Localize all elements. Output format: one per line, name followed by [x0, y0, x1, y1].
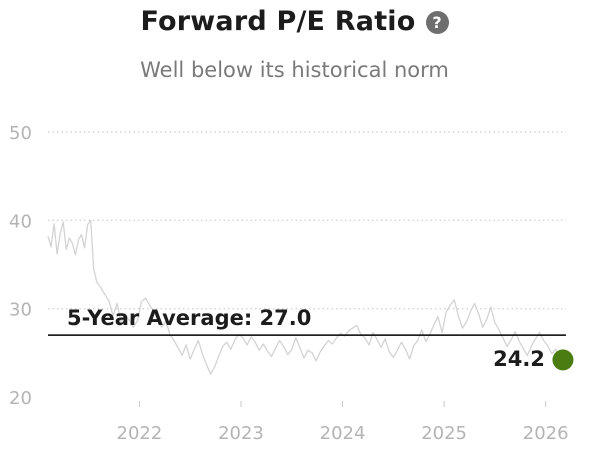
x-tick-label: 2023 [218, 423, 264, 444]
y-tick-label: 30 [9, 300, 32, 321]
average-group: 5-Year Average: 27.0 [48, 306, 566, 336]
average-label: 5-Year Average: 27.0 [67, 306, 311, 330]
y-axis: 20 30 40 50 [9, 123, 32, 409]
x-tick-label: 2025 [421, 423, 467, 444]
x-axis: 2022 2023 2024 2025 2026 [117, 401, 569, 444]
series-group [47, 219, 561, 375]
x-tick-label: 2024 [320, 423, 366, 444]
question-circle-icon[interactable]: ? [425, 11, 449, 34]
current-value-label: 24.2 [493, 347, 545, 371]
chart-subtitle: Well below its historical norm [140, 58, 449, 82]
chart-title: Forward P/E Ratio [140, 6, 416, 37]
x-tick-label: 2026 [523, 423, 569, 444]
title-row: Forward P/E Ratio ? [0, 6, 589, 37]
series-line-0 [47, 219, 561, 375]
y-tick-label: 40 [9, 211, 32, 232]
grid-lines [48, 131, 566, 310]
current-value-group: 24.2 [493, 347, 574, 371]
y-tick-label: 50 [9, 123, 32, 144]
current-value-dot [552, 349, 574, 371]
x-tick-label: 2022 [117, 423, 163, 444]
y-tick-label: 20 [9, 388, 32, 409]
